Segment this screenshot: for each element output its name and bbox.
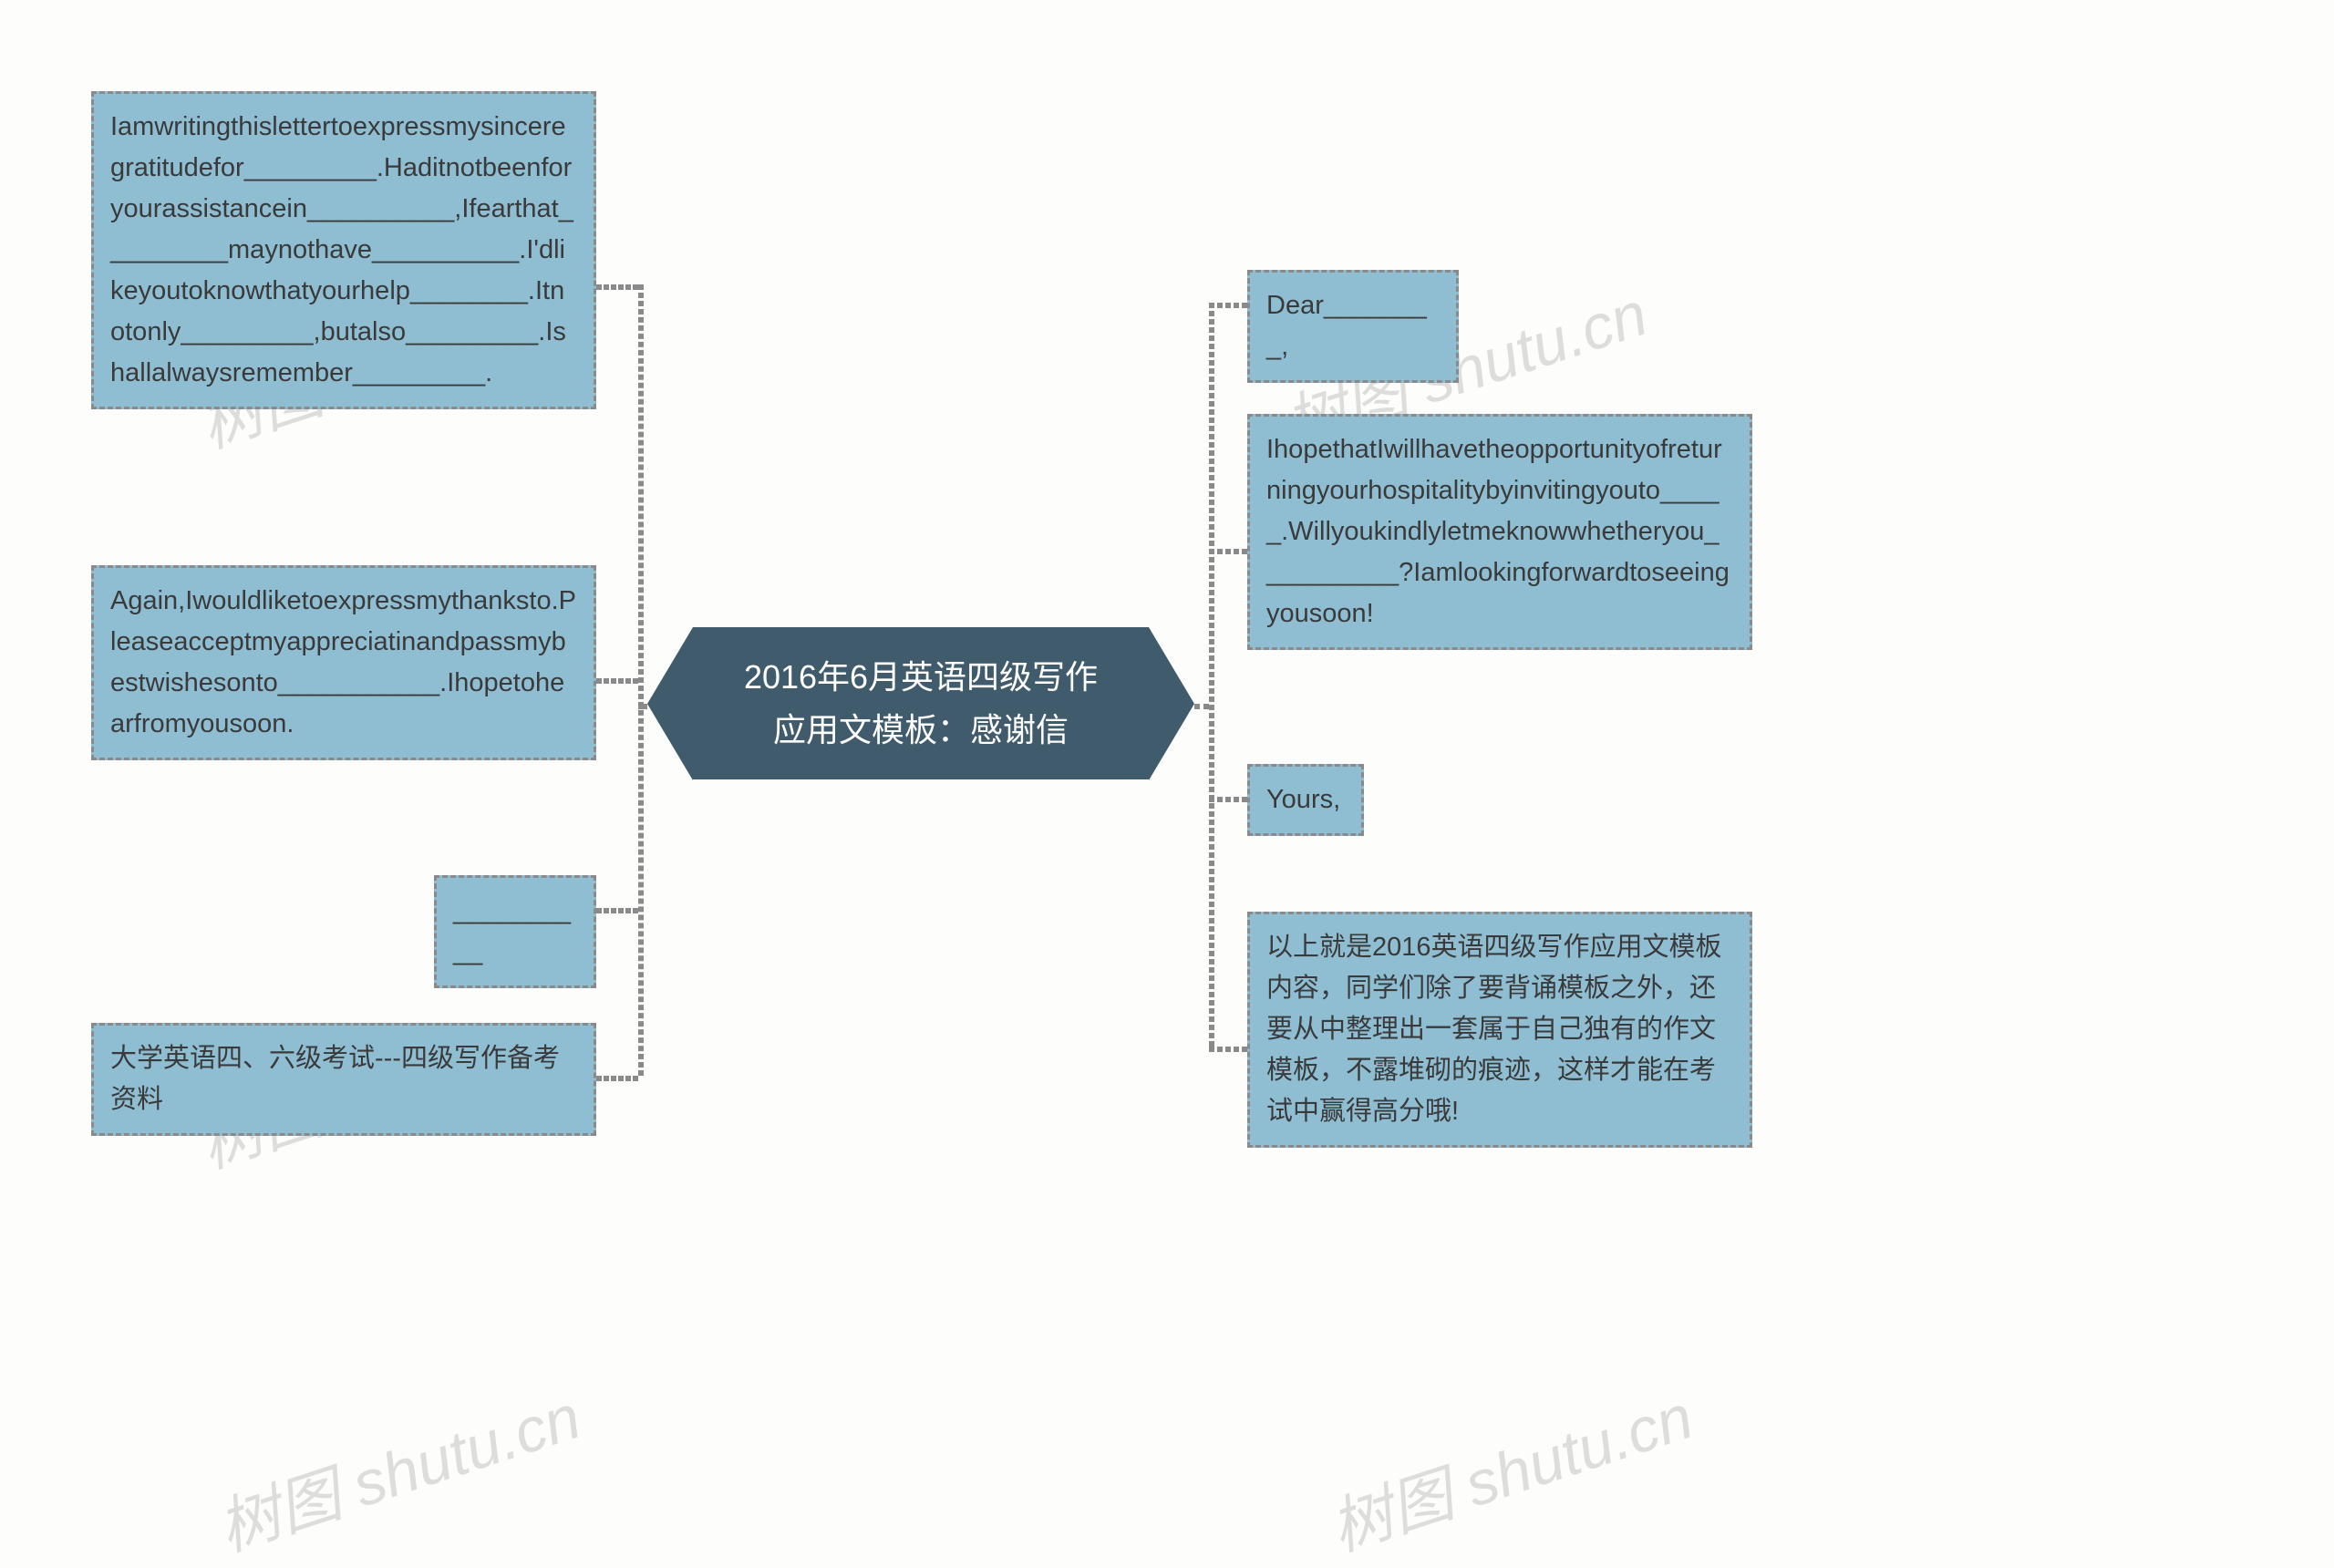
right-node-3: Yours, [1247, 764, 1364, 836]
left-branch-3 [596, 908, 638, 913]
center-title-line1: 2016年6月英语四级写作 [744, 658, 1098, 696]
left-node-4-text: 大学英语四、六级考试---四级写作备考资料 [110, 1044, 560, 1114]
right-node-4-text: 以上就是2016英语四级写作应用文模板内容，同学们除了要背诵模板之外，还要从中整… [1266, 933, 1722, 1126]
center-node-wrap: 2016年6月英语四级写作 应用文模板：感谢信 [693, 627, 1149, 779]
right-node-2-text: IhopethatIwillhavetheopportunityofreturn… [1266, 435, 1730, 628]
center-title-line2: 应用文模板：感谢信 [773, 711, 1069, 748]
left-node-2: Again,Iwouldliketoexpressmythanksto.Plea… [91, 565, 596, 760]
left-node-3-text: __________ [453, 896, 571, 966]
right-node-4: 以上就是2016英语四级写作应用文模板内容，同学们除了要背诵模板之外，还要从中整… [1247, 912, 1752, 1148]
center-node: 2016年6月英语四级写作 应用文模板：感谢信 [693, 627, 1149, 779]
left-node-3: __________ [434, 875, 596, 988]
watermark: 树图 shutu.cn [1317, 1367, 1702, 1568]
right-node-1-text: Dear________, [1266, 291, 1427, 361]
right-branch-4 [1209, 1047, 1247, 1052]
right-branch-1 [1209, 303, 1247, 308]
right-node-1: Dear________, [1247, 270, 1459, 383]
left-branch-2 [596, 678, 638, 684]
left-node-4: 大学英语四、六级考试---四级写作备考资料 [91, 1023, 596, 1136]
right-branch-3 [1209, 797, 1247, 802]
right-branch-2 [1209, 549, 1247, 554]
right-node-3-text: Yours, [1266, 785, 1340, 814]
left-node-1-text: Iamwritingthislettertoexpressmysinceregr… [110, 112, 573, 387]
left-trunk-vertical [638, 284, 644, 1076]
left-trunk-stub [638, 704, 647, 709]
left-branch-4 [596, 1076, 638, 1081]
center-arrow-right [1149, 627, 1194, 780]
right-node-2: IhopethatIwillhavetheopportunityofreturn… [1247, 414, 1752, 650]
right-trunk-vertical [1209, 303, 1214, 1047]
watermark: 树图 shutu.cn [205, 1367, 590, 1568]
left-branch-1 [596, 284, 638, 290]
right-trunk-stub [1194, 704, 1209, 709]
left-node-2-text: Again,Iwouldliketoexpressmythanksto.Plea… [110, 586, 576, 738]
left-node-1: Iamwritingthislettertoexpressmysinceregr… [91, 91, 596, 409]
center-arrow-left [647, 627, 693, 780]
